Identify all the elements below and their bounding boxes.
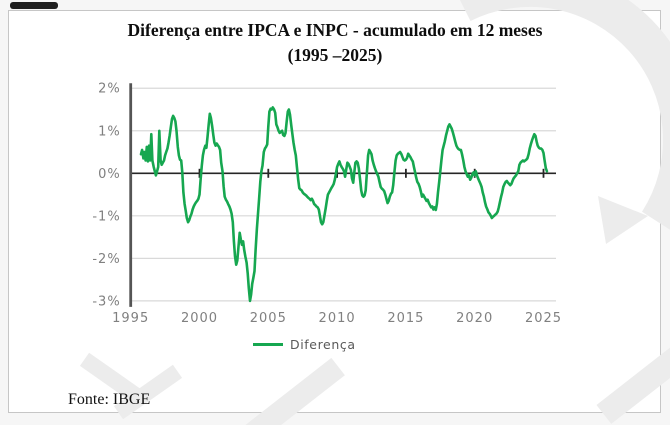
gridlines [130, 87, 556, 302]
svg-text:-2%: -2% [92, 252, 120, 267]
legend-line-swatch [253, 343, 283, 346]
difference-line-chart: 2% 1% 0% -1% -2% -3% 1995 2000 2005 2010 2015 2020 2… [92, 82, 562, 326]
chart-title-line2: (1995 –2025) [287, 44, 383, 65]
source-note: Fonte: IBGE [68, 391, 151, 408]
svg-text:2%: 2% [98, 82, 121, 97]
top-left-accent-bar [10, 2, 58, 9]
svg-text:-3%: -3% [92, 294, 120, 309]
y-tick-labels: 2% 1% 0% -1% -2% -3% [92, 82, 121, 310]
svg-text:1995: 1995 [112, 311, 149, 326]
x-tick-labels: 1995 2000 2005 2010 2015 2020 2025 [112, 311, 562, 326]
svg-text:-1%: -1% [92, 209, 120, 224]
document-panel [8, 10, 661, 413]
chart-title: Diferença entre IPCA e INPC - acumulado … [30, 18, 640, 67]
svg-text:2020: 2020 [456, 311, 493, 326]
svg-text:2005: 2005 [250, 311, 287, 326]
svg-text:2010: 2010 [319, 311, 356, 326]
legend-series-label: Diferença [290, 337, 356, 352]
svg-text:2015: 2015 [387, 311, 424, 326]
chart-title-line1: Diferença entre IPCA e INPC - acumulado … [127, 20, 543, 40]
svg-text:1%: 1% [98, 124, 121, 139]
svg-text:2025: 2025 [525, 311, 562, 326]
series-line-diferenca [139, 106, 549, 303]
svg-text:2000: 2000 [181, 311, 218, 326]
chart-legend: Diferença [253, 337, 356, 352]
svg-text:0%: 0% [98, 167, 121, 182]
